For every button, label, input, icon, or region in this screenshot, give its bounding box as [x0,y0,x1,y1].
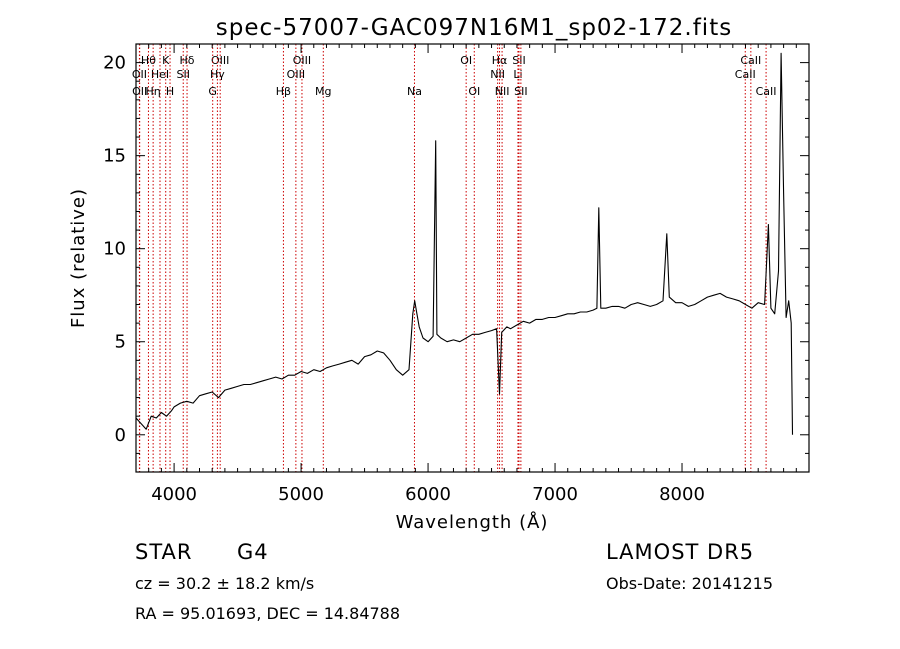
line-marker-label: Hα [492,54,508,67]
line-marker-label: Hθ [141,54,156,67]
chart-title: spec-57007-GAC097N16M1_sp02-172.fits [216,15,732,41]
line-marker-label: Na [407,85,422,98]
line-marker-label: NII [495,85,510,98]
redshift-cz: cz = 30.2 ± 18.2 km/s [135,574,315,593]
line-marker-label: HeI [151,68,169,81]
line-marker-label: SII [514,85,527,98]
line-marker-label: OIII [293,54,311,67]
object-subclass: G4 [237,540,269,564]
line-marker-label: SII [512,54,525,67]
x-tick-label: 6000 [405,484,451,505]
spectrum-line [135,52,794,435]
line-marker-label: OI [468,85,480,98]
x-tick-label: 4000 [151,484,197,505]
line-marker-label: CaII [735,68,756,81]
survey-release: LAMOST DR5 [606,540,755,564]
line-marker-label: Mg [315,85,331,98]
spectrum-series [135,52,794,435]
line-marker-label: OIII [211,54,229,67]
line-marker-label: OI [460,54,472,67]
line-marker-label: Hδ [180,54,195,67]
plot-frame [135,43,810,473]
x-tick-label: 7000 [532,484,578,505]
observation-date: Obs-Date: 20141215 [606,574,774,593]
y-tick-label: 0 [115,425,126,446]
y-tick-label: 10 [103,239,126,260]
line-marker-label: CaII [756,85,777,98]
line-marker-label: G [208,85,217,98]
coordinates: RA = 95.01693, DEC = 14.84788 [135,604,401,623]
x-tick-label: 5000 [278,484,324,505]
line-marker-label: OIII [287,68,305,81]
line-marker-label: Hη [146,85,161,98]
line-marker-label: Hβ [276,85,291,98]
y-tick-label: 15 [103,146,126,167]
x-tick-label: 8000 [659,484,705,505]
x-axis-label: Wavelength (Å) [396,511,549,533]
y-axis-label: Flux (relative) [68,188,89,328]
y-axis: 0 5 10 15 20 [103,43,809,454]
line-marker-label: CaII [740,54,761,67]
line-marker-label: SII [176,68,189,81]
object-class: STAR [135,540,193,564]
line-marker-label: H [166,85,174,98]
line-marker-label: K [162,54,170,67]
line-marker-label: Hγ [210,68,225,81]
y-tick-label: 5 [115,332,126,353]
line-marker-label: Li [513,68,522,81]
line-marker-label: NII [490,68,505,81]
x-axis: 4000 5000 6000 7000 8000 [148,44,797,505]
y-tick-label: 20 [103,53,126,74]
